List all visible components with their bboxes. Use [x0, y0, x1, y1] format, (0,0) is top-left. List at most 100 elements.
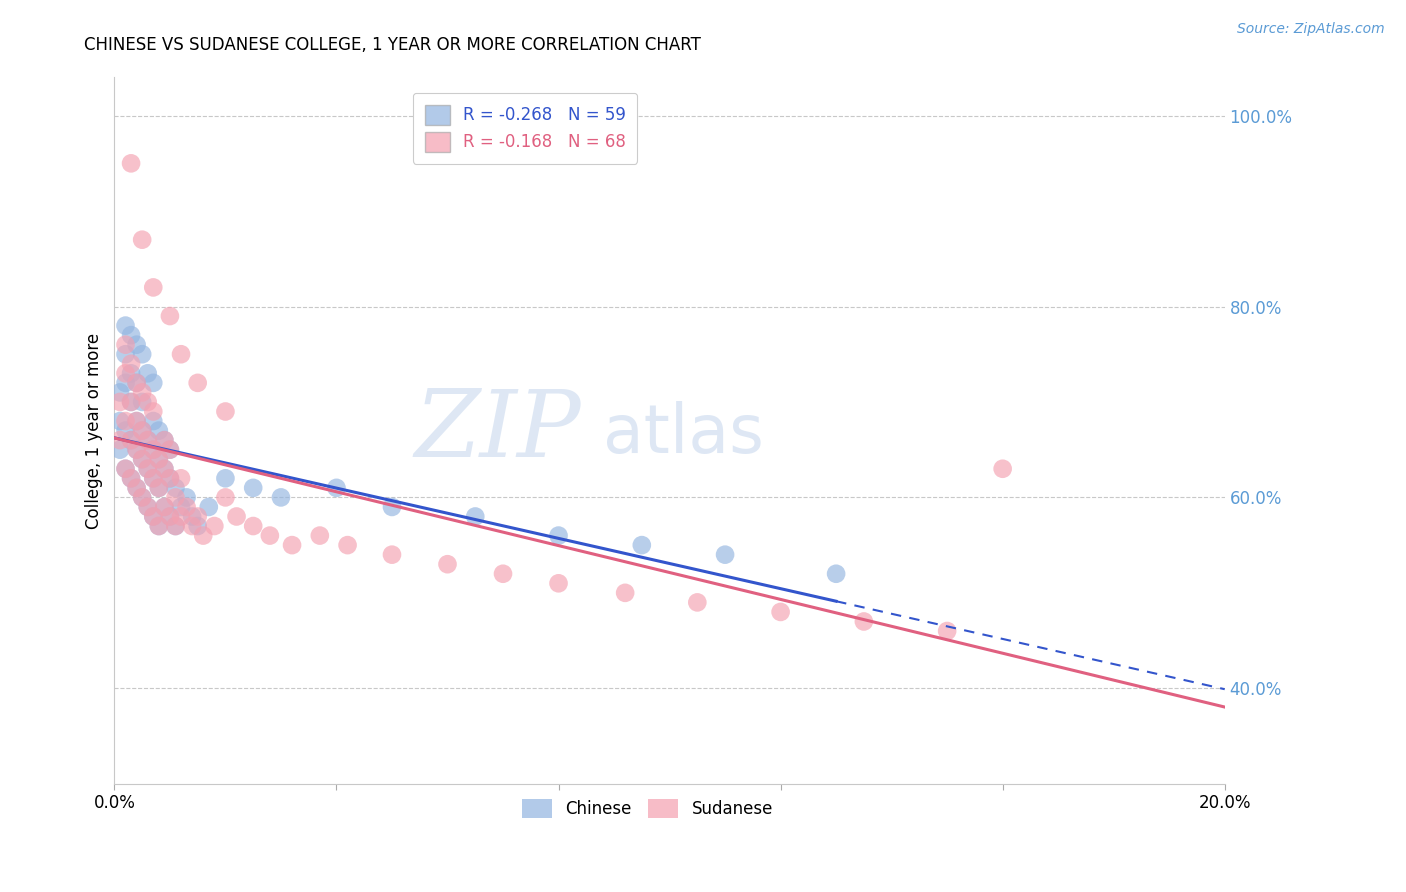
- Point: [142, 376, 165, 390]
- Point: [108, 395, 131, 409]
- Point: [125, 414, 148, 428]
- Point: [136, 395, 159, 409]
- Point: [176, 491, 198, 505]
- Point: [381, 500, 404, 514]
- Point: [202, 519, 225, 533]
- Point: [125, 481, 148, 495]
- Text: atlas: atlas: [603, 401, 763, 467]
- Point: [114, 347, 136, 361]
- Point: [686, 595, 709, 609]
- Point: [270, 491, 292, 505]
- Point: [120, 433, 142, 447]
- Point: [159, 442, 181, 457]
- Point: [325, 481, 347, 495]
- Point: [108, 433, 131, 447]
- Point: [170, 509, 193, 524]
- Point: [142, 414, 165, 428]
- Point: [114, 337, 136, 351]
- Point: [181, 509, 204, 524]
- Point: [769, 605, 792, 619]
- Point: [131, 452, 153, 467]
- Point: [436, 558, 458, 572]
- Point: [114, 318, 136, 333]
- Point: [136, 462, 159, 476]
- Point: [547, 576, 569, 591]
- Point: [170, 347, 193, 361]
- Point: [181, 519, 204, 533]
- Point: [153, 500, 176, 514]
- Point: [242, 519, 264, 533]
- Point: [114, 367, 136, 381]
- Point: [125, 414, 148, 428]
- Y-axis label: College, 1 year or more: College, 1 year or more: [86, 333, 103, 529]
- Point: [142, 404, 165, 418]
- Point: [165, 481, 187, 495]
- Point: [281, 538, 304, 552]
- Point: [120, 367, 142, 381]
- Point: [852, 615, 875, 629]
- Point: [114, 376, 136, 390]
- Point: [153, 462, 176, 476]
- Point: [142, 509, 165, 524]
- Point: [148, 481, 170, 495]
- Point: [142, 442, 165, 457]
- Point: [214, 404, 236, 418]
- Point: [120, 395, 142, 409]
- Point: [142, 471, 165, 485]
- Point: [131, 233, 153, 247]
- Point: [120, 471, 142, 485]
- Point: [336, 538, 359, 552]
- Point: [148, 452, 170, 467]
- Point: [225, 509, 247, 524]
- Point: [142, 509, 165, 524]
- Point: [159, 471, 181, 485]
- Point: [108, 414, 131, 428]
- Point: [125, 442, 148, 457]
- Point: [131, 347, 153, 361]
- Point: [114, 462, 136, 476]
- Legend: Chinese, Sudanese: Chinese, Sudanese: [515, 792, 779, 825]
- Point: [114, 462, 136, 476]
- Point: [136, 433, 159, 447]
- Point: [120, 395, 142, 409]
- Point: [170, 500, 193, 514]
- Point: [136, 500, 159, 514]
- Point: [176, 500, 198, 514]
- Point: [187, 519, 209, 533]
- Point: [142, 280, 165, 294]
- Point: [131, 491, 153, 505]
- Point: [131, 424, 153, 438]
- Point: [630, 538, 652, 552]
- Point: [114, 414, 136, 428]
- Point: [125, 337, 148, 351]
- Point: [936, 624, 959, 638]
- Point: [159, 509, 181, 524]
- Point: [159, 509, 181, 524]
- Point: [170, 471, 193, 485]
- Point: [159, 471, 181, 485]
- Point: [131, 395, 153, 409]
- Point: [492, 566, 515, 581]
- Text: Source: ZipAtlas.com: Source: ZipAtlas.com: [1237, 22, 1385, 37]
- Point: [148, 424, 170, 438]
- Point: [125, 481, 148, 495]
- Point: [159, 442, 181, 457]
- Point: [214, 471, 236, 485]
- Point: [242, 481, 264, 495]
- Point: [131, 385, 153, 400]
- Point: [153, 433, 176, 447]
- Point: [125, 442, 148, 457]
- Point: [120, 357, 142, 371]
- Point: [714, 548, 737, 562]
- Point: [214, 491, 236, 505]
- Point: [136, 500, 159, 514]
- Point: [308, 528, 330, 542]
- Point: [148, 519, 170, 533]
- Point: [165, 519, 187, 533]
- Point: [148, 452, 170, 467]
- Point: [148, 481, 170, 495]
- Point: [131, 424, 153, 438]
- Point: [131, 452, 153, 467]
- Point: [136, 367, 159, 381]
- Point: [547, 528, 569, 542]
